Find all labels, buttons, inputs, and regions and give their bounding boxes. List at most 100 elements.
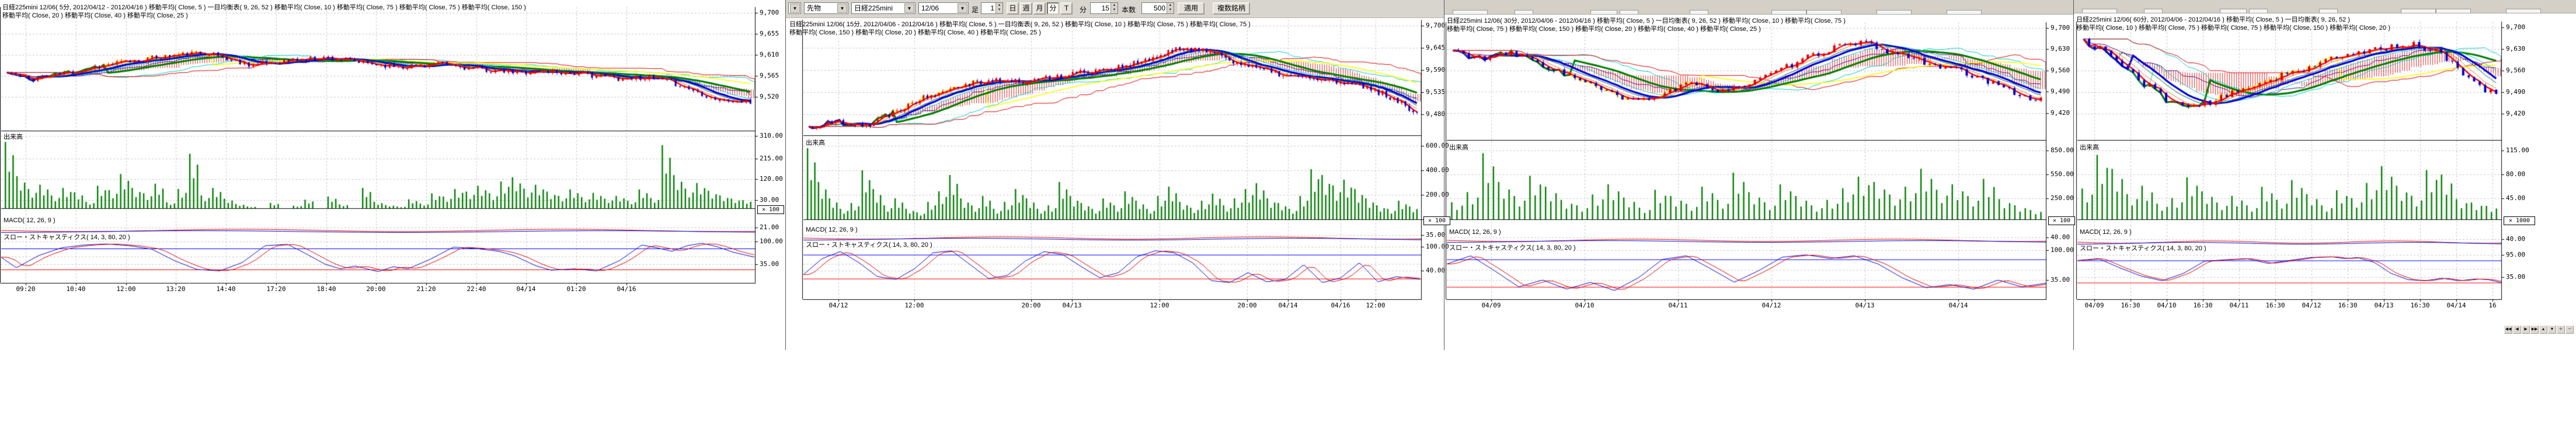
clipped-control [1947,10,1982,14]
panel-title-line1: 日経225mini 12/06( 5分, 2012/04/12 - 2012/0… [2,4,526,11]
time-axis-label: 04/13 [1062,302,1082,309]
chart-canvas-4[interactable] [2074,0,2576,327]
price-axis-tick: 9,630 [2051,45,2070,52]
stoch-axis-tick: 35.00 [760,260,779,268]
nav-button-3[interactable]: ▶▶ [2530,326,2539,334]
volume-axis-tick: 80.00 [2506,170,2526,178]
macd-axis-tick: 40.00 [2506,235,2526,243]
chevron-down-icon[interactable]: ▼ [837,4,847,13]
period-button-T[interactable]: T [1060,2,1073,15]
clipped-control [1590,10,1617,14]
nav-button-7[interactable]: － [2565,326,2574,334]
time-axis-label: 16:30 [2338,302,2358,309]
minutes-spinner[interactable]: 15 ▲ ▼ [1090,2,1118,14]
nav-button-4[interactable]: ▲ [2539,326,2547,334]
clipped-control [2144,9,2163,13]
period-button-週[interactable]: 週 [1020,2,1032,15]
time-axis-label: 17:20 [266,285,286,293]
clipped-control [1453,10,1488,14]
category-select[interactable]: 先物 ▼ [804,2,848,14]
price-axis-tick: 9,645 [1426,44,1446,51]
volume-multiplier-box: × 100 [1423,216,1450,225]
chart-canvas-2[interactable] [786,0,1444,327]
bar-count-spinner[interactable]: 500 ▲ ▼ [1141,2,1174,14]
price-axis-tick: 9,560 [2051,66,2070,74]
spin-arrows-icon[interactable]: ▲ ▼ [1167,3,1174,13]
time-axis-label: 10:40 [66,285,86,293]
time-axis-label: 20:00 [1237,302,1257,309]
time-axis-label: 14:40 [216,285,236,293]
volume-pane-label: 出来高 [806,139,825,146]
multi-symbol-button[interactable]: 複数銘柄 [1213,2,1250,15]
stoch-axis-tick: 100.00 [760,237,783,245]
apply-button[interactable]: 適用 [1178,2,1205,15]
volume-axis-tick: 850.00 [2051,146,2074,154]
chevron-down-icon[interactable]: ▼ [790,4,800,13]
price-axis-tick: 9,655 [760,30,779,37]
stoch-axis-tick: 95.00 [2506,251,2526,258]
symbol-select[interactable]: 日経225mini ▼ [851,2,915,14]
price-axis-tick: 9,520 [760,93,779,100]
bar-count-label: 本数 [1122,6,1136,14]
time-axis-label: 04/14 [516,285,536,293]
period-button-分[interactable]: 分 [1047,2,1059,15]
time-axis-label: 20:00 [366,285,386,293]
spin-arrows-icon[interactable]: ▲ ▼ [1111,3,1118,13]
time-axis-label: 16:30 [2193,302,2213,309]
chart-canvas-3[interactable] [1444,0,2073,327]
time-axis-label: 22:40 [467,285,486,293]
panel-title-line2: 移動平均( Close, 150 ) 移動平均( Close, 20 ) 移動平… [789,29,1041,36]
bar-type-spinner[interactable]: 1 ▲ ▼ [981,2,1003,14]
time-axis-label: 04/14 [2446,302,2466,309]
nav-button-6[interactable]: ＋ [2557,326,2565,334]
macd-pane-label: MACD( 12, 26, 9 ) [2080,229,2132,236]
macd-pane-label: MACD( 12, 26, 9 ) [1449,229,1501,236]
price-axis-tick: 9,490 [2051,88,2070,95]
panel-title-line2: 移動平均( Close, 75 ) 移動平均( Close, 150 ) 移動平… [1447,26,1761,33]
price-axis-tick: 9,610 [760,51,779,58]
time-axis-label: 04/14 [1948,302,1968,309]
time-axis-label: 20:00 [1021,302,1041,309]
nav-button-5[interactable]: ▼ [2548,326,2556,334]
price-axis-tick: 9,535 [1426,88,1446,96]
nav-button-0[interactable]: ◀◀ [2504,326,2512,334]
spin-arrows-icon[interactable]: ▲ ▼ [995,3,1002,13]
stoch-pane-label: スロー・ストキャスティクス( 14, 3, 80, 20 ) [2080,245,2206,252]
period-button-日[interactable]: 日 [1007,2,1019,15]
stoch-axis-tick: 35.00 [2506,273,2526,281]
volume-axis-tick: 120.00 [760,175,783,183]
stoch-axis-tick: 40.00 [1426,267,1446,274]
chart-canvas-1[interactable] [0,0,785,327]
time-axis-label: 04/12 [1762,302,1781,309]
volume-multiplier-box: × 1000 [2504,216,2535,225]
time-axis-label: 04/12 [829,302,848,309]
price-axis-tick: 9,420 [2051,109,2070,117]
time-axis-label: 04/10 [2157,302,2177,309]
time-axis-label: 04/12 [2302,302,2321,309]
chevron-down-icon[interactable]: ▼ [904,4,914,13]
volume-axis-tick: 45.00 [2506,194,2526,202]
time-axis-label: 04/14 [1278,302,1298,309]
price-axis-tick: 9,480 [1426,110,1446,118]
chevron-down-icon[interactable]: ▼ [958,4,967,13]
time-axis-label: 04/13 [1855,302,1875,309]
time-axis-label: 04/16 [617,285,636,293]
stoch-pane-label: スロー・ストキャスティクス( 14, 3, 80, 20 ) [4,234,130,241]
period-button-月[interactable]: 月 [1033,2,1046,15]
stoch-axis-tick: 100.00 [2051,246,2074,254]
collapse-select[interactable]: ▼▼ [788,2,801,14]
time-axis-label: 12:00 [904,302,924,309]
nav-button-1[interactable]: ◀ [2513,326,2521,334]
volume-axis-tick: 550.00 [2051,170,2074,178]
price-axis-tick: 9,700 [2051,24,2070,32]
macd-axis-tick: 40.00 [2051,233,2070,241]
volume-axis-tick: 250.00 [2051,194,2074,202]
symbol-select-value: 日経225mini [854,4,893,12]
clipped-control [2401,9,2436,13]
panel-title-line1: 日経225mini 12/06( 15分, 2012/04/06 - 2012/… [789,21,1251,28]
nav-button-2[interactable]: ▶ [2522,326,2530,334]
time-axis-label: 16 [2488,302,2497,309]
macd-axis-tick: 35.00 [1426,231,1446,239]
contract-month-select[interactable]: 12/06 ▼ [918,2,969,14]
macd-pane-label: MACD( 12, 26, 9 ) [4,217,55,224]
